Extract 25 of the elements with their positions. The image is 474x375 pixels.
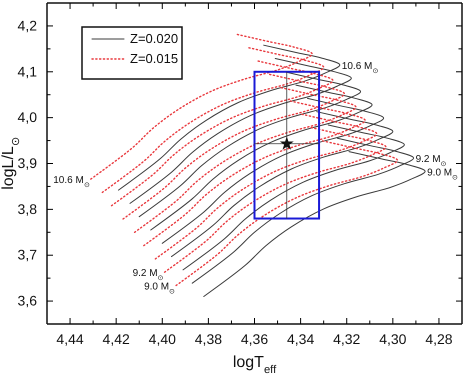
annotation: 10.6 M$_{⊙}$ xyxy=(53,175,90,189)
y-tick-label: 4,2 xyxy=(18,17,38,34)
y-tick-label: 3,9 xyxy=(18,154,38,171)
y-tick-label: 3,6 xyxy=(18,292,38,309)
x-tick-label: 4,42 xyxy=(102,330,130,347)
legend-label: Z=0.015 xyxy=(130,51,178,66)
annotation: 10.6 M$_{⊙}$ xyxy=(342,60,378,74)
x-tick-label: 4,38 xyxy=(194,330,222,347)
y-tick-label: 4,0 xyxy=(18,109,38,126)
x-tick-label: 4,28 xyxy=(425,330,453,347)
annotation: 9.2 M$_{⊙}$ xyxy=(416,154,447,168)
annotation: 9.0 M$_{⊙}$ xyxy=(144,281,176,295)
x-axis-title: logT$_{eff}$ xyxy=(232,354,278,375)
y-tick-label: 3,8 xyxy=(18,200,38,217)
y-tick-label: 4,1 xyxy=(18,63,38,80)
x-tick-label: 4,44 xyxy=(56,330,84,347)
y-tick-label: 3,7 xyxy=(18,246,38,263)
legend-label: Z=0.020 xyxy=(130,31,178,46)
annotation: 9.2 M$_{⊙}$ xyxy=(132,268,164,282)
x-tick-label: 4,34 xyxy=(286,330,314,347)
x-tick-label: 4,36 xyxy=(240,330,268,347)
x-tick-label: 4,32 xyxy=(333,330,361,347)
x-tick-label: 4,40 xyxy=(148,330,176,347)
annotation: 9.0 M$_{⊙}$ xyxy=(427,167,458,181)
x-tick-label: 4,30 xyxy=(379,330,407,347)
